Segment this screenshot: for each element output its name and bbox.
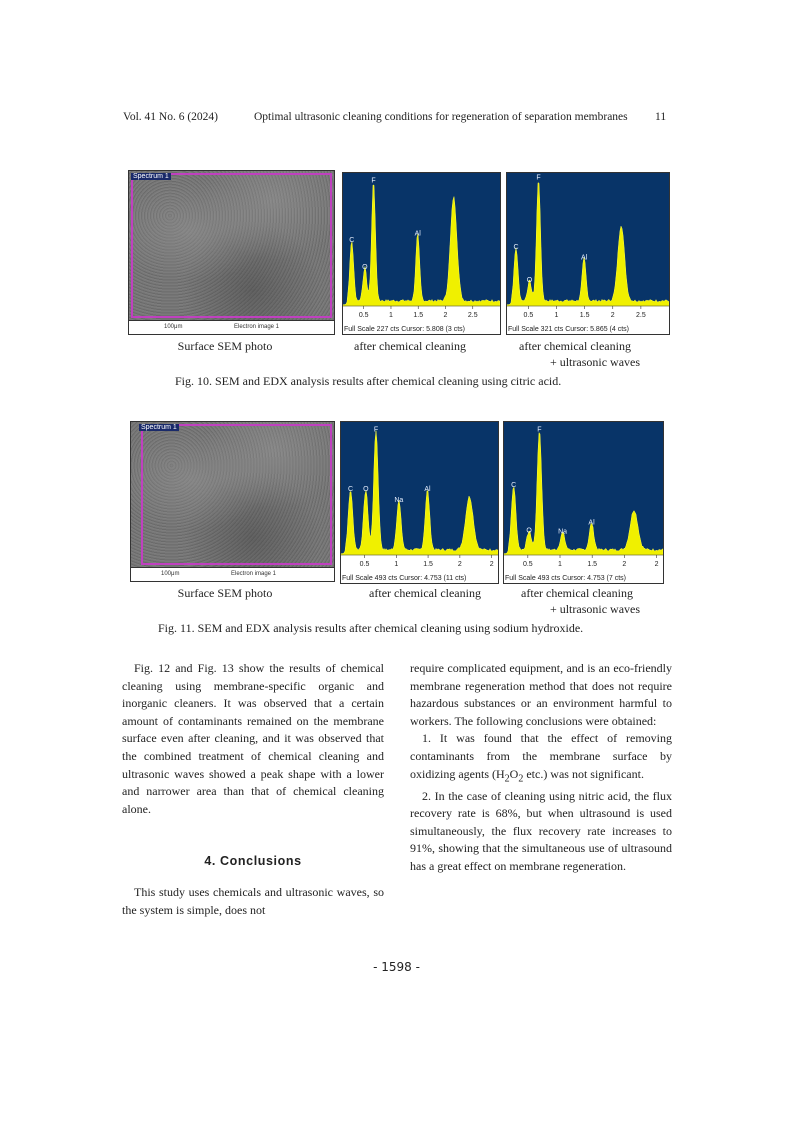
spectrum-area (507, 182, 669, 307)
paragraph: Fig. 12 and Fig. 13 show the results of … (122, 661, 384, 816)
page-number: - 1598 - (373, 960, 420, 974)
image-label: Electron image 1 (231, 571, 277, 577)
peak-label-f: F (371, 177, 375, 184)
sem-photo: Spectrum 1 100μm Electron image 1 (128, 170, 335, 335)
panel-caption: after chemical cleaning (354, 339, 466, 353)
sem-photo: Spectrum 1 100μm Electron image 1 (130, 421, 335, 582)
peak-label-c: C (349, 237, 354, 244)
x-tick-label: 2.5 (636, 312, 646, 319)
image-label: Electron image 1 (234, 324, 280, 330)
paragraph: 1. It was found that the effect of remov… (410, 731, 672, 784)
x-tick-label: 0.5 (524, 312, 534, 319)
x-tick-label: 1.5 (587, 561, 597, 568)
panel-caption: Surface SEM photo (177, 586, 273, 600)
peak-label-al: Al (424, 486, 431, 493)
figure-caption: Fig. 11. SEM and EDX analysis results af… (158, 621, 584, 635)
spectrum-area (504, 431, 663, 556)
x-tick-label: 1 (389, 312, 393, 319)
peak-label-al: Al (415, 231, 422, 238)
edx-spectrum: C O F Na Al 0.5 1 1.5 2 2 Full Scale 493 cts Curso… (503, 421, 664, 584)
spectrum-footer: Full Scale 493 cts Cursor: 4.753 (11 cts… (342, 575, 466, 582)
peak-label-o: O (363, 486, 369, 493)
spectrum-area (343, 184, 500, 307)
peak-label-na: Na (558, 529, 567, 536)
paragraph: require complicated equipment, and is an… (410, 661, 672, 728)
panel-caption: after chemical cleaning (369, 586, 481, 600)
spectrum-footer: Full Scale 493 cts Cursor: 4.753 (7 cts) (505, 575, 626, 582)
x-tick-label: 0.5 (523, 561, 533, 568)
x-tick-label: 2 (490, 561, 494, 568)
spectrum-label: Spectrum 1 (131, 173, 171, 180)
right-column: require complicated equipment, and is an… (410, 660, 672, 876)
x-tick-label: 0.5 (359, 312, 369, 319)
panel-caption: + ultrasonic waves (549, 602, 641, 616)
peak-label-c: C (513, 244, 518, 251)
spectrum-footer: Full Scale 227 cts Cursor: 5.808 (3 cts) (344, 326, 465, 333)
x-tick-label: 1.5 (413, 312, 423, 319)
x-tick-label: 2.5 (468, 312, 478, 319)
peak-label-na: Na (394, 497, 403, 504)
x-tick-label: 2 (611, 312, 615, 319)
running-title: Optimal ultrasonic cleaning conditions f… (254, 111, 628, 123)
paragraph: This study uses chemicals and ultrasonic… (122, 885, 384, 917)
spectrum-label: Spectrum 1 (139, 424, 179, 431)
scale-bar-label: 100μm (161, 571, 180, 577)
panel-caption: + ultrasonic waves (549, 355, 641, 369)
peak-label-c: C (511, 482, 516, 489)
x-tick-label: 1 (555, 312, 559, 319)
figure-caption: Fig. 10. SEM and EDX analysis results af… (175, 374, 562, 388)
journal-page: 11 (655, 111, 667, 123)
peak-label-c: C (348, 486, 353, 493)
paragraph: 2. In the case of cleaning using nitric … (410, 788, 672, 873)
x-tick-label: 1.5 (580, 312, 590, 319)
edx-spectrum: C O F Na Al 0.5 1 1.5 2 2 Full Scale 493 cts Curso… (340, 421, 499, 584)
x-tick-label: 0.5 (360, 561, 370, 568)
plot-background (507, 173, 669, 306)
x-tick-label: 1 (394, 561, 398, 568)
peak-label-f: F (537, 426, 541, 433)
spectrum-area (341, 430, 498, 556)
x-tick-label: 2 (444, 312, 448, 319)
journal-volume: Vol. 41 No. 6 (2024) (123, 111, 218, 123)
edx-spectrum: C O F Al 0.5 1 1.5 2 2.5 Full Scale 321 cts Curso… (506, 172, 670, 335)
left-column: Fig. 12 and Fig. 13 show the results of … (122, 660, 384, 920)
x-tick-label: 1.5 (423, 561, 433, 568)
peak-label-al: Al (581, 254, 588, 261)
peak-label-f: F (374, 426, 378, 433)
peak-label-o: O (362, 264, 368, 271)
x-tick-label: 2 (622, 561, 626, 568)
peak-label-al: Al (588, 519, 595, 526)
plot-background (343, 173, 500, 306)
x-tick-label: 2 (458, 561, 462, 568)
panel-caption: after chemical cleaning (521, 586, 633, 600)
panel-caption: after chemical cleaning (519, 339, 631, 353)
panel-caption: Surface SEM photo (177, 339, 273, 353)
scale-bar-label: 100μm (164, 324, 183, 330)
peak-label-o: O (527, 277, 533, 284)
x-tick-label: 2 (655, 561, 659, 568)
x-tick-label: 1 (558, 561, 562, 568)
peak-label-o: O (526, 527, 532, 534)
spectrum-footer: Full Scale 321 cts Cursor: 5.865 (4 cts) (508, 326, 629, 333)
peak-label-f: F (536, 175, 540, 182)
section-heading: 4. Conclusions (204, 854, 302, 869)
